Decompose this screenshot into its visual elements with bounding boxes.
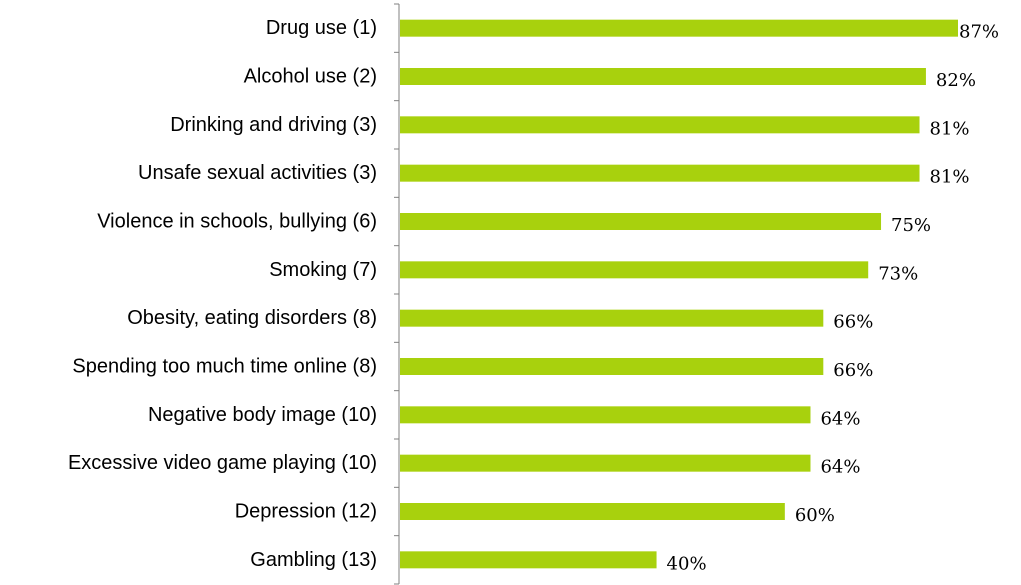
value-label: 40% [667,553,707,574]
value-labels: 87% 82% 81% 81% 75% 73% 66% 66% 64% 64% 60% 40% [667,22,999,575]
value-label: 66% [833,360,873,381]
value-label: 60% [795,505,835,526]
category-label: Drug use (1) [266,17,377,39]
bar [400,358,824,375]
value-label: 87% [959,22,999,43]
value-label: 64% [820,457,860,478]
category-label: Violence in schools, bullying (6) [97,211,377,233]
bar [400,261,869,279]
category-label: Negative body image (10) [148,404,377,426]
category-label: Obesity, eating disorders (8) [127,307,377,329]
category-label: Gambling (13) [250,549,377,571]
value-label: 82% [936,70,976,91]
value-label: 73% [878,263,918,284]
category-label: Spending too much time online (8) [72,356,377,378]
value-label: 66% [833,312,873,333]
bar [400,68,926,85]
bar [400,309,824,327]
value-label: 81% [930,167,970,188]
category-labels: Drug use (1) Alcohol use (2) Drinking and … [68,17,377,571]
category-label: Unsafe sexual activities (3) [138,162,377,184]
category-label: Depression (12) [235,501,377,523]
bar [400,213,882,230]
category-label: Smoking (7) [269,259,377,281]
category-label: Excessive video game playing (10) [68,452,377,474]
bar [400,164,920,182]
bars-group [400,19,958,569]
category-label: Drinking and driving (3) [170,114,377,136]
bar [400,503,785,520]
bar [400,406,811,424]
category-label: Alcohol use (2) [244,66,377,88]
bar [400,551,657,569]
value-label: 81% [930,118,970,139]
bar [400,116,920,134]
value-label: 64% [820,408,860,429]
bar [400,454,811,472]
value-label: 75% [891,215,931,236]
bar [400,19,958,37]
category-axis [394,3,400,585]
